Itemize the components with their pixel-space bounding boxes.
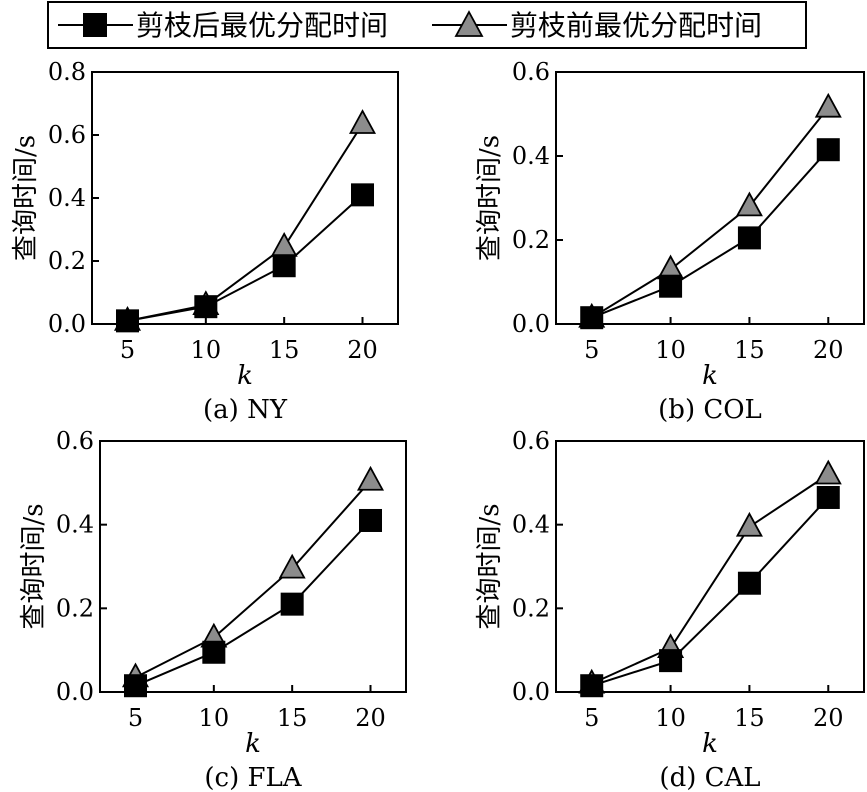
y-tick-label: 0.6 bbox=[512, 58, 550, 86]
y-tick-label: 0.0 bbox=[48, 310, 86, 338]
x-axis-label: k bbox=[702, 361, 718, 391]
data-point-pruned bbox=[659, 274, 683, 298]
data-point-pruned bbox=[280, 592, 304, 616]
legend-label-pruned: 剪枝后最优分配时间 bbox=[136, 9, 388, 42]
y-tick-label: 0.0 bbox=[512, 678, 550, 706]
x-tick-label: 20 bbox=[355, 704, 386, 732]
y-axis-label: 查询时间/s bbox=[475, 503, 505, 629]
data-point-pruned bbox=[816, 485, 840, 509]
panel-col: 0.0 0.2 0.4 0.6 5 10 15 20 k (b) COL 查询时间/s bbox=[475, 58, 865, 425]
legend-triangle-marker bbox=[454, 10, 484, 37]
series-line-unpruned bbox=[591, 107, 830, 319]
data-point-pruned bbox=[580, 674, 604, 698]
y-tick-label: 0.6 bbox=[512, 427, 550, 455]
y-tick-label: 0.2 bbox=[512, 226, 550, 254]
panel-ny: 0.0 0.2 0.4 0.6 0.8 5 10 15 20 k (a) NY 查询时间/s bbox=[11, 58, 399, 425]
legend-box bbox=[47, 1, 807, 49]
legend-square-marker bbox=[83, 13, 107, 37]
panel-caption: (c) FLA bbox=[204, 763, 302, 792]
x-axis-label: k bbox=[245, 729, 261, 759]
data-point-pruned bbox=[202, 640, 226, 664]
x-tick-label: 20 bbox=[813, 704, 844, 732]
y-tick-label: 0.2 bbox=[48, 247, 86, 275]
x-tick-label: 5 bbox=[584, 704, 599, 732]
series-line-unpruned bbox=[127, 123, 364, 322]
legend-label-unpruned: 剪枝前最优分配时间 bbox=[510, 9, 762, 42]
x-tick-label: 5 bbox=[128, 704, 143, 732]
data-point-pruned bbox=[659, 649, 683, 673]
data-point-pruned bbox=[359, 508, 383, 532]
data-point-unpruned bbox=[348, 109, 377, 134]
y-tick-label: 0.2 bbox=[512, 594, 550, 622]
y-tick-label: 0.4 bbox=[512, 511, 550, 539]
y-tick-label: 0.8 bbox=[48, 58, 86, 86]
y-axis-label: 查询时间/s bbox=[19, 503, 49, 629]
data-point-unpruned bbox=[278, 553, 306, 579]
x-tick-label: 15 bbox=[277, 704, 308, 732]
x-tick-label: 15 bbox=[734, 704, 765, 732]
x-tick-label: 20 bbox=[347, 336, 378, 364]
series-line-unpruned bbox=[135, 480, 372, 679]
series-line-pruned bbox=[591, 149, 830, 319]
y-tick-label: 0.2 bbox=[56, 594, 94, 622]
data-point-pruned bbox=[115, 309, 139, 333]
y-axis-label: 查询时间/s bbox=[475, 135, 505, 261]
legend: 剪枝后最优分配时间 剪枝前最优分配时间 bbox=[47, 1, 807, 49]
x-tick-label: 10 bbox=[199, 704, 230, 732]
data-point-pruned bbox=[580, 306, 604, 330]
x-tick-label: 15 bbox=[734, 336, 765, 364]
plot-frame-fla bbox=[99, 440, 407, 693]
data-point-unpruned bbox=[735, 191, 763, 217]
x-tick-label: 10 bbox=[655, 336, 686, 364]
y-tick-label: 0.6 bbox=[56, 427, 94, 455]
y-tick-label: 0.0 bbox=[56, 678, 94, 706]
x-tick-label: 10 bbox=[655, 704, 686, 732]
data-point-pruned bbox=[351, 183, 375, 207]
data-point-pruned bbox=[737, 226, 761, 250]
data-point-pruned bbox=[816, 138, 840, 162]
panel-fla: 0.0 0.2 0.4 0.6 5 10 15 20 k (c) FLA 查询时间/s bbox=[19, 427, 407, 792]
y-tick-label: 0.4 bbox=[56, 511, 94, 539]
series-line-pruned bbox=[591, 496, 830, 687]
y-tick-label: 0.4 bbox=[48, 184, 86, 212]
x-tick-label: 10 bbox=[191, 336, 222, 364]
y-tick-label: 0.0 bbox=[512, 310, 550, 338]
series-line-pruned bbox=[135, 519, 372, 687]
series-line-pruned bbox=[127, 194, 364, 322]
data-point-unpruned bbox=[270, 231, 298, 257]
data-point-unpruned bbox=[814, 459, 842, 485]
data-point-pruned bbox=[272, 254, 296, 278]
plot-frame-cal bbox=[555, 440, 865, 693]
data-point-pruned bbox=[194, 295, 218, 319]
y-tick-label: 0.4 bbox=[512, 142, 550, 170]
data-point-unpruned bbox=[356, 465, 385, 491]
x-axis-label: k bbox=[237, 361, 253, 391]
y-tick-label: 0.6 bbox=[48, 121, 86, 149]
x-tick-label: 5 bbox=[584, 336, 599, 364]
x-tick-label: 20 bbox=[813, 336, 844, 364]
panel-cal: 0.0 0.2 0.4 0.6 5 10 15 20 k (d) CAL 查询时间/s bbox=[475, 427, 865, 792]
data-point-unpruned bbox=[735, 511, 763, 537]
x-tick-label: 5 bbox=[120, 336, 135, 364]
y-axis-label: 查询时间/s bbox=[11, 135, 41, 261]
x-axis-label: k bbox=[702, 729, 718, 759]
panel-caption: (b) COL bbox=[658, 395, 762, 425]
data-point-pruned bbox=[737, 571, 761, 595]
data-point-pruned bbox=[123, 674, 147, 698]
panel-caption: (d) CAL bbox=[659, 763, 760, 792]
x-tick-label: 15 bbox=[269, 336, 300, 364]
data-point-unpruned bbox=[814, 92, 842, 118]
series-line-unpruned bbox=[591, 473, 829, 685]
plot-frame-col bbox=[555, 71, 865, 325]
panel-caption: (a) NY bbox=[203, 395, 288, 425]
